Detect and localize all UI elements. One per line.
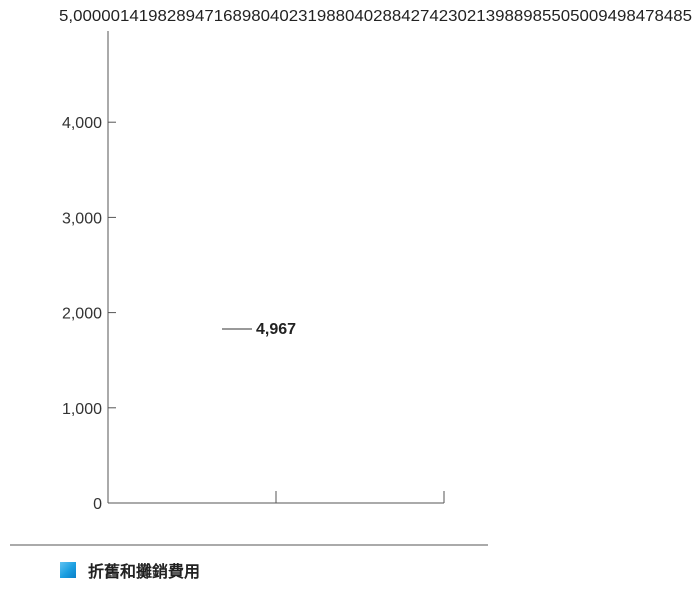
x-axis [108,491,445,504]
y-tick-label: 3,000 [62,210,102,227]
y-tick-label: 0 [93,496,102,513]
y-tick-label: 1,000 [62,401,102,418]
y-axis: 0 1,000 2,000 3,000 4,000 [62,31,116,513]
y-tick-label: 2,000 [62,306,102,323]
y-axis-top-label: 5,00000141982894716898040231988040288427… [59,8,692,25]
series-marks: 4,967 [222,321,296,338]
legend-label: 折舊和攤銷費用 [88,562,201,581]
data-label: 4,967 [256,321,296,338]
y-tick-label: 4,000 [62,115,102,132]
legend: 折舊和攤銷費用 [60,558,200,582]
legend-swatch [60,562,76,578]
